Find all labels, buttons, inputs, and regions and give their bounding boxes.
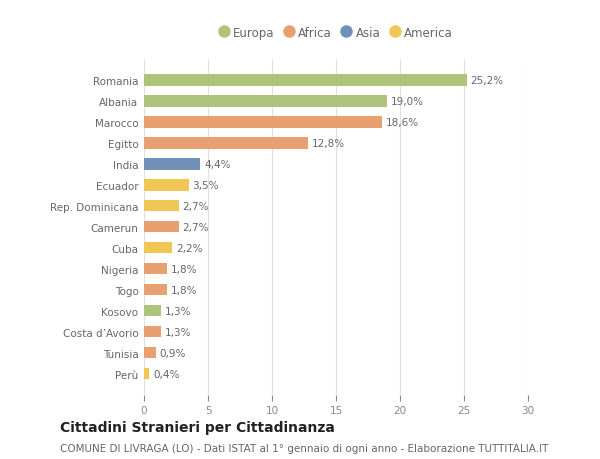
Text: 0,4%: 0,4%	[153, 369, 179, 379]
Bar	[144, 138, 308, 149]
Text: COMUNE DI LIVRAGA (LO) - Dati ISTAT al 1° gennaio di ogni anno - Elaborazione TU: COMUNE DI LIVRAGA (LO) - Dati ISTAT al 1…	[60, 443, 548, 453]
Bar	[144, 96, 387, 107]
Bar	[144, 347, 155, 358]
Text: 1,8%: 1,8%	[171, 264, 197, 274]
Text: 0,9%: 0,9%	[160, 348, 186, 358]
Text: 2,7%: 2,7%	[182, 222, 209, 232]
Text: 25,2%: 25,2%	[470, 76, 503, 86]
Bar	[144, 221, 179, 233]
Bar	[144, 326, 161, 338]
Bar	[144, 75, 467, 86]
Text: 12,8%: 12,8%	[311, 139, 345, 148]
Bar	[144, 117, 382, 128]
Text: 19,0%: 19,0%	[391, 96, 424, 106]
Bar	[144, 305, 161, 317]
Bar	[144, 159, 200, 170]
Text: 1,3%: 1,3%	[164, 327, 191, 337]
Text: 2,7%: 2,7%	[182, 202, 209, 211]
Text: 18,6%: 18,6%	[386, 118, 419, 128]
Text: 4,4%: 4,4%	[204, 159, 230, 169]
Text: 1,8%: 1,8%	[171, 285, 197, 295]
Bar	[144, 201, 179, 212]
Bar	[144, 242, 172, 254]
Legend: Europa, Africa, Asia, America: Europa, Africa, Asia, America	[214, 22, 458, 45]
Bar	[144, 284, 167, 296]
Text: 1,3%: 1,3%	[164, 306, 191, 316]
Bar	[144, 263, 167, 275]
Text: 2,2%: 2,2%	[176, 243, 203, 253]
Text: 3,5%: 3,5%	[193, 180, 219, 190]
Bar	[144, 179, 189, 191]
Bar	[144, 368, 149, 380]
Text: Cittadini Stranieri per Cittadinanza: Cittadini Stranieri per Cittadinanza	[60, 420, 335, 434]
